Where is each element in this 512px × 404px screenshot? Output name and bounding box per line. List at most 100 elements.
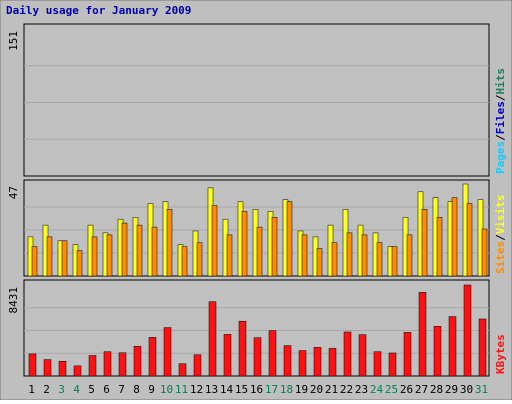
bar-sites-1 (31, 246, 38, 277)
bar-sites-25 (391, 246, 398, 277)
bar-sites-11 (181, 246, 188, 277)
plot-panels: 151Pages/Files/Hits47Sites/Visits8431KBy… (7, 23, 507, 396)
panel-visits: 47 Sites/Visits (7, 179, 507, 277)
bar-sites-14 (226, 234, 233, 277)
bar-kbytes-7 (118, 352, 127, 377)
bar-sites-3 (61, 240, 68, 277)
legend-entry: / (494, 94, 507, 101)
bar-sites-6 (106, 234, 113, 277)
bar-sites-16 (256, 226, 263, 277)
bar-sites-26 (406, 234, 413, 277)
legend-entry: Visits (494, 195, 507, 235)
bar-sites-31 (481, 228, 488, 277)
legend-entry: Pages (494, 141, 507, 174)
bar-sites-7 (121, 222, 128, 277)
legend-entry: KBytes (494, 334, 507, 374)
bar-sites-21 (331, 242, 338, 277)
bar-kbytes-6 (103, 351, 112, 377)
x-tick-label: 24 (370, 383, 384, 396)
chart-title: Daily usage for January 2009 (6, 4, 191, 17)
legend-requests: Pages/Files/Hits (494, 68, 507, 174)
x-tick-label: 14 (220, 383, 234, 396)
x-tick-label: 25 (385, 383, 398, 396)
bar-kbytes-1 (28, 353, 37, 377)
bar-kbytes-4 (73, 365, 82, 377)
legend-entry: / (494, 134, 507, 141)
bar-kbytes-29 (448, 316, 457, 377)
bar-sites-9 (151, 226, 158, 277)
bar-kbytes-10 (163, 327, 172, 377)
bar-sites-20 (316, 248, 323, 277)
x-tick-label: 23 (355, 383, 368, 396)
x-tick-label: 4 (73, 383, 80, 396)
bar-kbytes-12 (193, 354, 202, 377)
bar-kbytes-11 (178, 363, 187, 377)
panel-max-label: 47 (7, 186, 20, 199)
bar-kbytes-26 (403, 332, 412, 377)
bar-kbytes-8 (133, 346, 142, 377)
x-tick-label: 12 (190, 383, 203, 396)
bar-kbytes-14 (223, 334, 232, 377)
bar-kbytes-28 (433, 326, 442, 377)
bar-kbytes-15 (238, 320, 247, 377)
legend-visits: Sites/Visits (494, 195, 507, 275)
x-tick-label: 9 (148, 383, 155, 396)
x-tick-label: 29 (445, 383, 458, 396)
panel-kbytes: 8431 KBytes (7, 279, 507, 377)
x-tick-label: 16 (250, 383, 263, 396)
bar-kbytes-23 (358, 334, 367, 377)
bar-sites-13 (211, 205, 218, 277)
legend-entry: Hits (494, 68, 507, 95)
bar-kbytes-21 (328, 348, 337, 377)
legend-entry: Sites (494, 241, 507, 274)
x-tick-label: 3 (58, 383, 65, 396)
bar-sites-19 (301, 234, 308, 277)
x-tick-label: 21 (325, 383, 338, 396)
bar-kbytes-25 (388, 352, 397, 377)
panel-max-label: 151 (7, 31, 20, 51)
bar-kbytes-16 (253, 337, 262, 377)
bar-kbytes-5 (88, 355, 97, 377)
bar-sites-29 (451, 197, 458, 277)
bar-sites-17 (271, 217, 278, 277)
x-tick-label: 5 (88, 383, 95, 396)
x-tick-label: 13 (205, 383, 218, 396)
bar-kbytes-9 (148, 337, 157, 377)
bar-kbytes-19 (298, 350, 307, 377)
x-tick-label: 30 (460, 383, 473, 396)
bar-kbytes-20 (313, 347, 322, 377)
x-tick-label: 11 (175, 383, 188, 396)
x-tick-label: 10 (160, 383, 173, 396)
bar-sites-24 (376, 242, 383, 277)
x-tick-label: 1 (28, 383, 35, 396)
x-tick-label: 15 (235, 383, 248, 396)
x-tick-label: 22 (340, 383, 353, 396)
bar-kbytes-24 (373, 351, 382, 377)
legend-entry: / (494, 234, 507, 241)
bar-sites-10 (166, 209, 173, 277)
bar-kbytes-2 (43, 359, 52, 377)
bar-sites-30 (466, 203, 473, 277)
x-tick-label: 20 (310, 383, 323, 396)
bar-kbytes-13 (208, 301, 217, 377)
bar-sites-12 (196, 242, 203, 277)
x-tick-label: 31 (475, 383, 488, 396)
bar-kbytes-22 (343, 331, 352, 377)
legend-entry: Files (494, 101, 507, 134)
x-tick-label: 8 (133, 383, 140, 396)
x-tick-label: 19 (295, 383, 308, 396)
plot-area (23, 23, 490, 177)
bar-kbytes-27 (418, 292, 427, 377)
bar-sites-22 (346, 232, 353, 277)
x-tick-label: 28 (430, 383, 443, 396)
bar-sites-8 (136, 224, 143, 277)
bar-sites-2 (46, 236, 53, 277)
bar-sites-15 (241, 211, 248, 277)
x-tick-label: 26 (400, 383, 413, 396)
bar-sites-4 (76, 250, 83, 277)
bar-sites-5 (91, 236, 98, 277)
bar-kbytes-18 (283, 345, 292, 377)
x-tick-label: 6 (103, 383, 110, 396)
